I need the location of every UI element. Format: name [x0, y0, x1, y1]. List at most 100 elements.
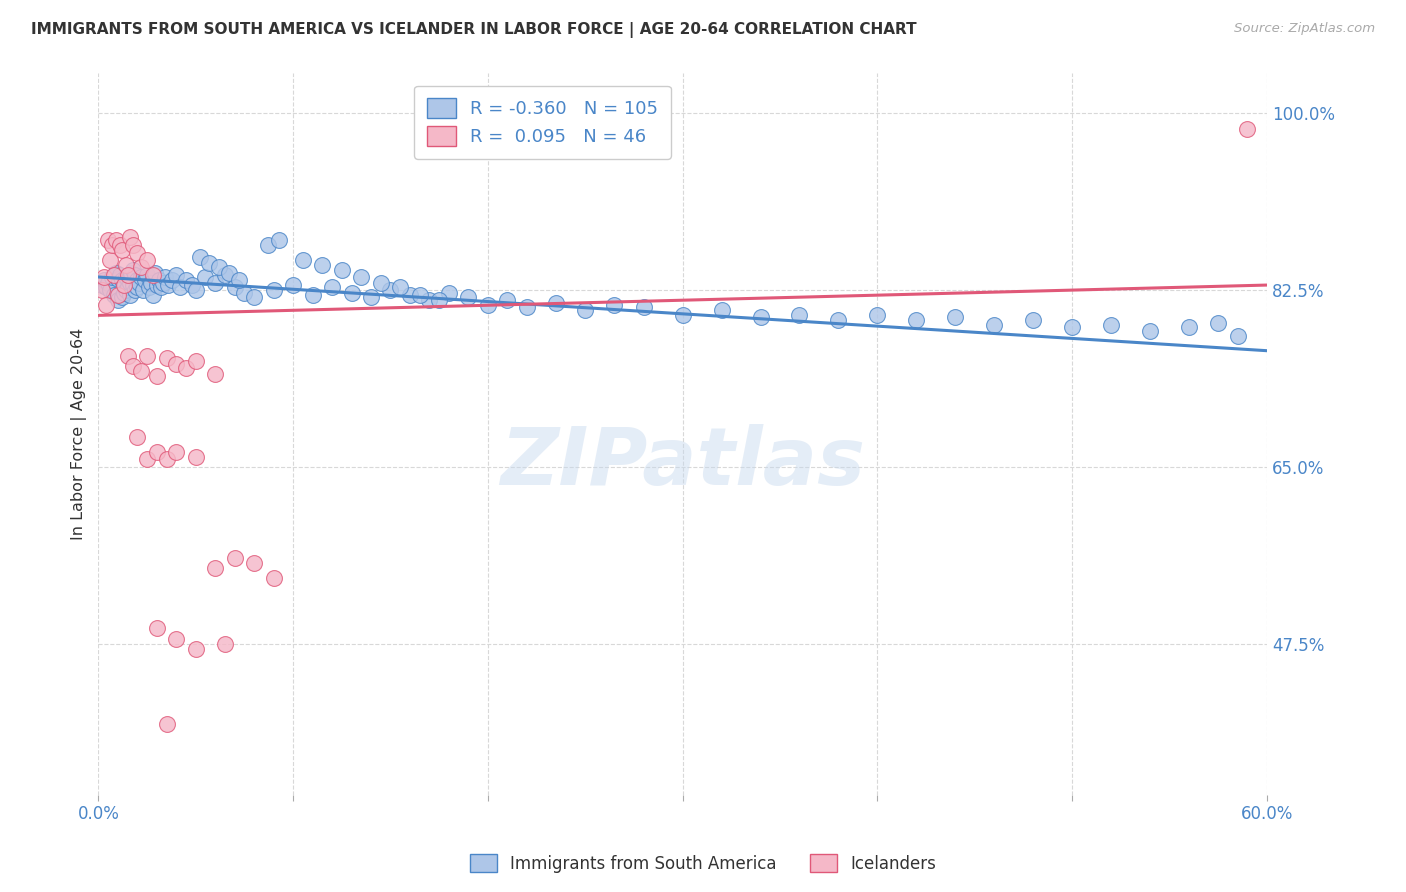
Point — [146, 368, 169, 383]
Point — [114, 258, 136, 272]
Point — [127, 245, 149, 260]
Point — [188, 250, 211, 264]
Point — [789, 309, 811, 323]
Point — [146, 278, 169, 293]
Point — [136, 349, 159, 363]
Point — [108, 268, 131, 282]
Point — [108, 237, 131, 252]
Point — [360, 290, 382, 304]
Point — [174, 273, 197, 287]
Point — [146, 444, 169, 458]
Point — [117, 349, 139, 363]
Point — [114, 283, 136, 297]
Point — [93, 270, 115, 285]
Point — [380, 283, 402, 297]
Point — [1178, 320, 1201, 334]
Point — [129, 260, 152, 274]
Point — [142, 288, 165, 302]
Point — [124, 283, 146, 297]
Point — [983, 318, 1005, 333]
Point — [122, 263, 145, 277]
Point — [132, 283, 155, 297]
Point — [194, 270, 217, 285]
Point — [418, 293, 440, 308]
Point — [243, 290, 266, 304]
Point — [155, 351, 177, 365]
Point — [128, 276, 150, 290]
Point — [243, 556, 266, 570]
Point — [136, 268, 159, 282]
Point — [749, 310, 772, 325]
Point — [146, 622, 169, 636]
Point — [112, 278, 135, 293]
Point — [198, 256, 221, 270]
Point — [127, 273, 149, 287]
Point — [477, 298, 499, 312]
Point — [157, 278, 180, 293]
Point — [409, 288, 432, 302]
Point — [437, 286, 460, 301]
Point — [114, 270, 136, 285]
Point — [122, 237, 145, 252]
Legend: Immigrants from South America, Icelanders: Immigrants from South America, Icelander… — [464, 847, 942, 880]
Point — [97, 233, 120, 247]
Legend: R = -0.360   N = 105, R =  0.095   N = 46: R = -0.360 N = 105, R = 0.095 N = 46 — [415, 86, 671, 159]
Point — [112, 286, 135, 301]
Point — [516, 300, 538, 314]
Point — [389, 280, 412, 294]
Point — [204, 561, 226, 575]
Point — [107, 293, 129, 308]
Point — [214, 636, 236, 650]
Point — [224, 550, 246, 565]
Point — [117, 268, 139, 282]
Point — [1139, 324, 1161, 338]
Point — [263, 283, 285, 297]
Point — [633, 300, 655, 314]
Point — [94, 280, 117, 294]
Point — [672, 309, 695, 323]
Point — [91, 278, 114, 293]
Point — [256, 237, 278, 252]
Point — [204, 276, 226, 290]
Point — [184, 353, 207, 368]
Point — [165, 268, 187, 282]
Point — [127, 280, 149, 294]
Point — [98, 252, 121, 267]
Point — [104, 266, 127, 280]
Point — [104, 233, 127, 247]
Point — [118, 288, 141, 302]
Point — [1226, 328, 1249, 343]
Point — [142, 268, 165, 282]
Point — [107, 272, 129, 286]
Point — [263, 571, 285, 585]
Point — [152, 276, 174, 290]
Point — [94, 298, 117, 312]
Point — [134, 273, 156, 287]
Point — [124, 268, 146, 282]
Point — [103, 288, 125, 302]
Point — [120, 266, 142, 280]
Point — [129, 364, 152, 378]
Point — [98, 283, 121, 297]
Point — [866, 309, 889, 323]
Text: ZIPatlas: ZIPatlas — [501, 424, 865, 502]
Point — [165, 632, 187, 646]
Point — [122, 359, 145, 373]
Point — [143, 266, 166, 280]
Point — [127, 429, 149, 443]
Point — [204, 367, 226, 381]
Point — [544, 296, 567, 310]
Point — [574, 303, 596, 318]
Point — [350, 270, 373, 285]
Point — [155, 451, 177, 466]
Point — [184, 641, 207, 656]
Point — [122, 278, 145, 293]
Point — [330, 263, 353, 277]
Point — [943, 310, 966, 325]
Point — [208, 260, 231, 274]
Point — [117, 280, 139, 294]
Point — [218, 266, 240, 280]
Point — [1062, 320, 1084, 334]
Point — [427, 293, 450, 308]
Point — [1022, 313, 1045, 327]
